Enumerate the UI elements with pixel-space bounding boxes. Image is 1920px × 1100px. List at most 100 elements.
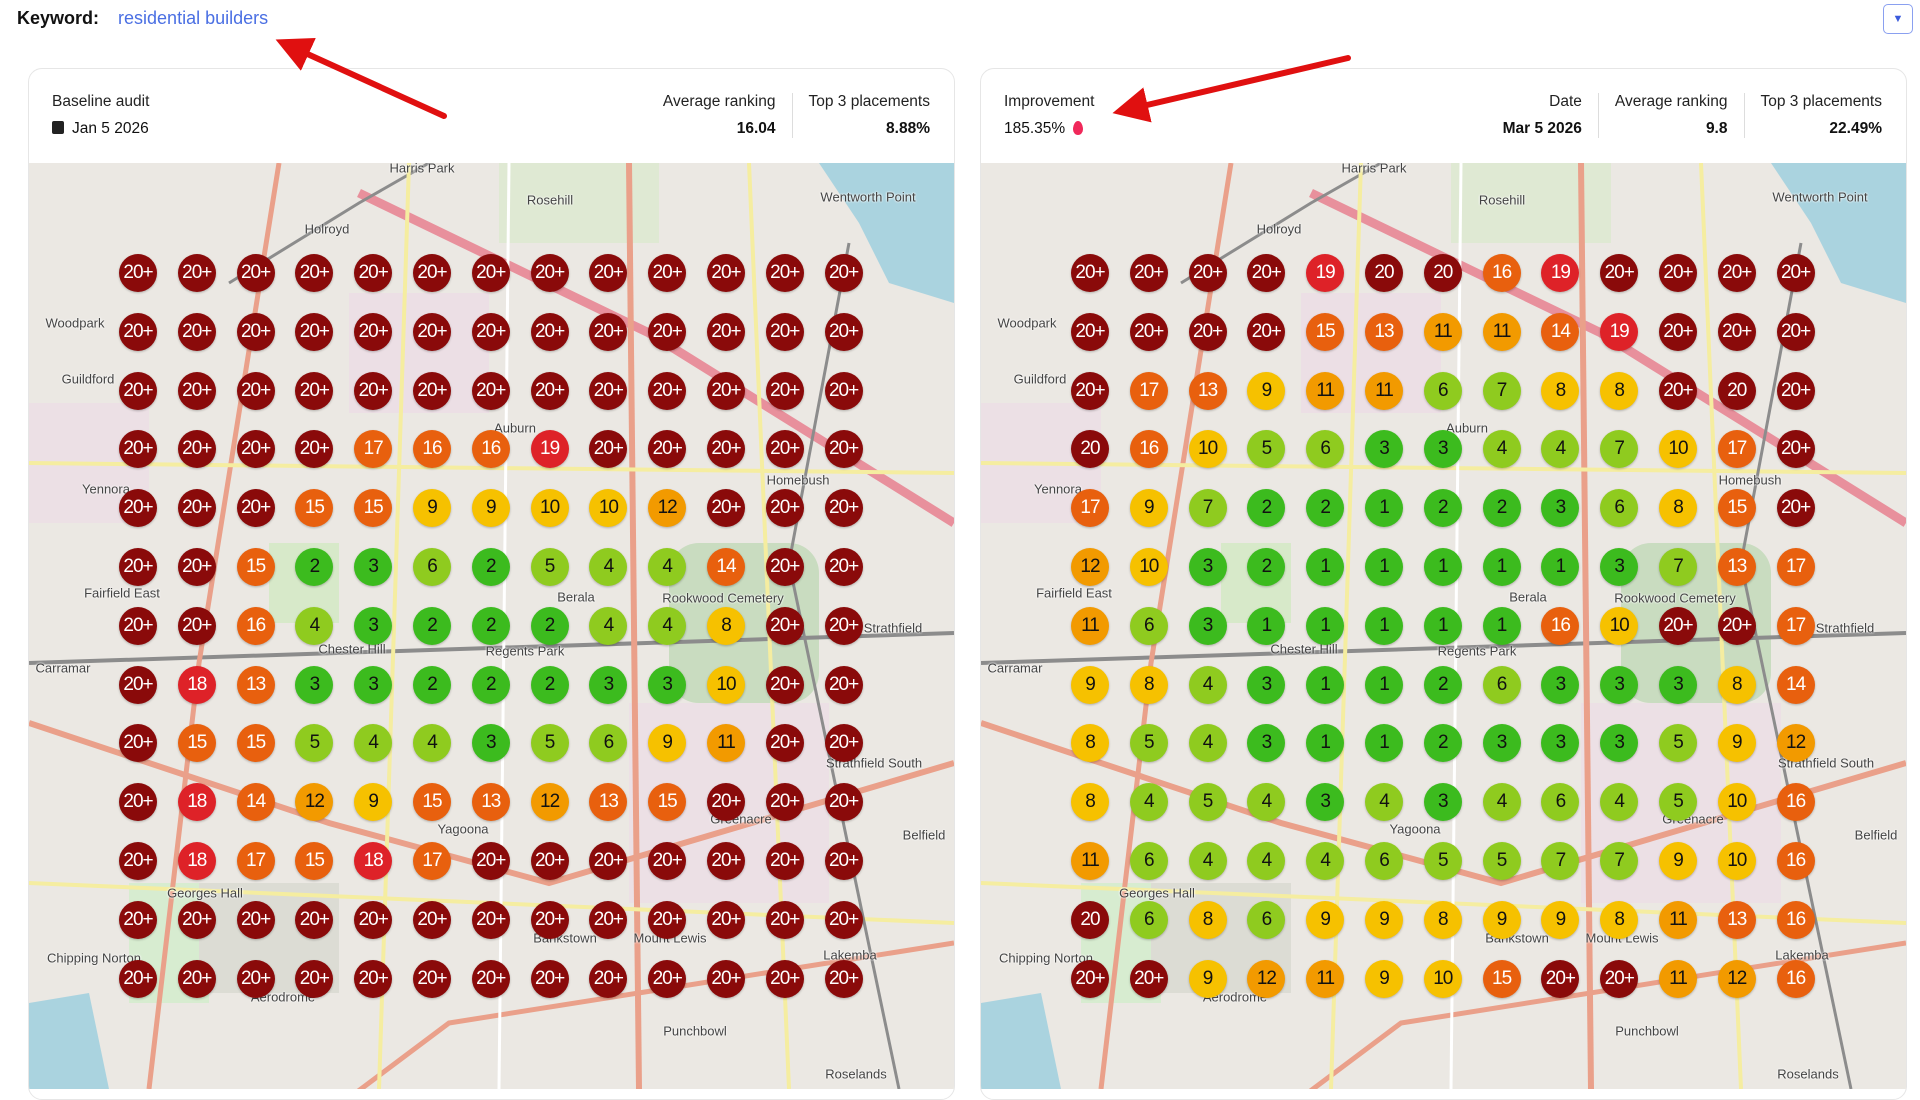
- rank-pin[interactable]: 20+: [824, 254, 863, 292]
- rank-pin[interactable]: 20+: [1541, 959, 1580, 998]
- rank-pin[interactable]: 20+: [707, 371, 745, 410]
- rank-pin[interactable]: 3: [1541, 665, 1580, 704]
- rank-pin[interactable]: 20+: [530, 254, 569, 292]
- rank-pin[interactable]: 4: [354, 724, 393, 763]
- rank-pin[interactable]: 20+: [119, 665, 157, 704]
- rank-pin[interactable]: 17: [1717, 430, 1756, 469]
- rank-pin[interactable]: 15: [236, 548, 275, 586]
- rank-pin[interactable]: 9: [1365, 959, 1403, 998]
- rank-pin[interactable]: 6: [1423, 371, 1462, 410]
- rank-pin[interactable]: 20+: [765, 900, 804, 939]
- rank-pin[interactable]: 4: [589, 548, 628, 586]
- rank-pin[interactable]: 15: [1717, 489, 1756, 528]
- rank-pin[interactable]: 20+: [413, 312, 451, 351]
- rank-pin[interactable]: 13: [1365, 312, 1403, 351]
- rank-pin[interactable]: 20+: [765, 724, 804, 763]
- rank-pin[interactable]: 20+: [236, 254, 275, 292]
- rank-pin[interactable]: 1: [1365, 665, 1403, 704]
- rank-pin[interactable]: 4: [295, 606, 334, 645]
- rank-pin[interactable]: 11: [1423, 312, 1462, 351]
- rank-pin[interactable]: 10: [1600, 606, 1639, 645]
- rank-pin[interactable]: 9: [1247, 371, 1286, 410]
- rank-pin[interactable]: 3: [1423, 783, 1462, 822]
- rank-pin[interactable]: 20: [1071, 900, 1109, 939]
- rank-pin[interactable]: 9: [1717, 724, 1756, 763]
- rank-pin[interactable]: 13: [471, 783, 510, 822]
- rank-pin[interactable]: 8: [707, 606, 745, 645]
- rank-pin[interactable]: 2: [530, 665, 569, 704]
- rank-pin[interactable]: 20+: [707, 900, 745, 939]
- rank-pin[interactable]: 9: [413, 489, 451, 528]
- rank-pin[interactable]: 17: [354, 430, 393, 469]
- rank-pin[interactable]: 20+: [707, 842, 745, 880]
- rank-pin[interactable]: 16: [413, 430, 451, 469]
- rank-pin[interactable]: 7: [1541, 842, 1580, 880]
- rank-pin[interactable]: 20+: [471, 842, 510, 880]
- rank-pin[interactable]: 20+: [1129, 959, 1168, 998]
- rank-pin[interactable]: 20+: [177, 371, 216, 410]
- rank-pin[interactable]: 1: [1306, 724, 1345, 763]
- rank-pin[interactable]: 20+: [354, 312, 393, 351]
- rank-pin[interactable]: 9: [1129, 489, 1168, 528]
- rank-pin[interactable]: 16: [1776, 959, 1815, 998]
- rank-pin[interactable]: 10: [707, 665, 745, 704]
- rank-pin[interactable]: 20+: [1071, 312, 1109, 351]
- rank-pin[interactable]: 11: [1071, 842, 1109, 880]
- rank-pin[interactable]: 20+: [354, 371, 393, 410]
- rank-pin[interactable]: 19: [1541, 254, 1580, 292]
- rank-pin[interactable]: 2: [1423, 724, 1462, 763]
- rank-pin[interactable]: 12: [1071, 548, 1109, 586]
- rank-pin[interactable]: 20+: [119, 606, 157, 645]
- rank-pin[interactable]: 14: [236, 783, 275, 822]
- rank-pin[interactable]: 10: [1129, 548, 1168, 586]
- rank-pin[interactable]: 1: [1365, 724, 1403, 763]
- rank-pin[interactable]: 16: [1482, 254, 1521, 292]
- rank-pin[interactable]: 17: [1071, 489, 1109, 528]
- rank-pin[interactable]: 2: [1423, 489, 1462, 528]
- rank-pin[interactable]: 1: [1306, 665, 1345, 704]
- rank-pin[interactable]: 8: [1600, 371, 1639, 410]
- rank-pin[interactable]: 20+: [765, 842, 804, 880]
- rank-pin[interactable]: 17: [413, 842, 451, 880]
- rank-pin[interactable]: 4: [1541, 430, 1580, 469]
- rank-pin[interactable]: 20+: [765, 489, 804, 528]
- rank-pin[interactable]: 11: [1071, 606, 1109, 645]
- rank-pin[interactable]: 20: [1717, 371, 1756, 410]
- rank-pin[interactable]: 20+: [295, 254, 334, 292]
- rank-pin[interactable]: 20+: [119, 430, 157, 469]
- rank-pin[interactable]: 8: [1071, 724, 1109, 763]
- rank-pin[interactable]: 20+: [589, 430, 628, 469]
- rank-pin[interactable]: 20+: [236, 489, 275, 528]
- rank-pin[interactable]: 20+: [295, 959, 334, 998]
- rank-pin[interactable]: 3: [1365, 430, 1403, 469]
- rank-pin[interactable]: 1: [1482, 606, 1521, 645]
- rank-pin[interactable]: 15: [236, 724, 275, 763]
- rank-pin[interactable]: 20+: [824, 548, 863, 586]
- rank-pin[interactable]: 15: [177, 724, 216, 763]
- rank-pin[interactable]: 4: [1600, 783, 1639, 822]
- rank-pin[interactable]: 5: [530, 724, 569, 763]
- rank-pin[interactable]: 1: [1306, 606, 1345, 645]
- rank-pin[interactable]: 20+: [1188, 254, 1227, 292]
- rank-pin[interactable]: 4: [1129, 783, 1168, 822]
- rank-pin[interactable]: 20+: [824, 312, 863, 351]
- rank-pin[interactable]: 20+: [589, 900, 628, 939]
- rank-pin[interactable]: 3: [1306, 783, 1345, 822]
- rank-pin[interactable]: 20+: [824, 430, 863, 469]
- rank-pin[interactable]: 20+: [1188, 312, 1227, 351]
- rank-pin[interactable]: 8: [1188, 900, 1227, 939]
- rank-pin[interactable]: 20+: [1129, 312, 1168, 351]
- rank-pin[interactable]: 11: [1306, 959, 1345, 998]
- rank-pin[interactable]: 20+: [824, 489, 863, 528]
- rank-pin[interactable]: 2: [1306, 489, 1345, 528]
- rank-pin[interactable]: 19: [530, 430, 569, 469]
- rank-pin[interactable]: 11: [1365, 371, 1403, 410]
- rank-pin[interactable]: 20+: [471, 254, 510, 292]
- rank-pin[interactable]: 20+: [236, 959, 275, 998]
- rank-pin[interactable]: 3: [1423, 430, 1462, 469]
- rank-pin[interactable]: 10: [1717, 842, 1756, 880]
- rank-pin[interactable]: 6: [1365, 842, 1403, 880]
- rank-pin[interactable]: 2: [471, 548, 510, 586]
- rank-pin[interactable]: 20+: [1659, 606, 1697, 645]
- rank-pin[interactable]: 20+: [530, 371, 569, 410]
